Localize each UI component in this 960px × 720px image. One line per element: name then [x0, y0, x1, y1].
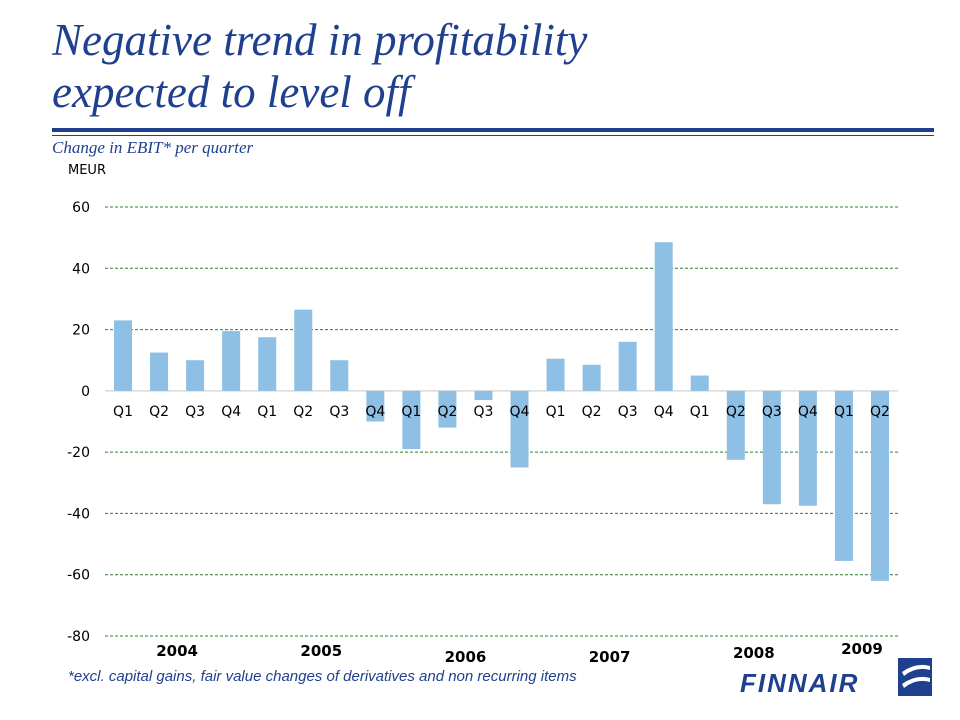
finnair-logo: FINNAIR	[740, 658, 932, 698]
y-tick-label: -80	[67, 629, 90, 645]
x-tick-label: Q1	[690, 404, 710, 420]
bar	[690, 375, 709, 391]
title-line-2: expected to level off	[52, 67, 411, 117]
x-tick-label: Q4	[221, 404, 241, 420]
bar	[726, 390, 745, 460]
footnote: *excl. capital gains, fair value changes…	[68, 668, 577, 685]
year-label: 2005	[300, 642, 342, 660]
title-line-1: Negative trend in profitability	[52, 15, 588, 65]
y-tick-label: 60	[72, 200, 90, 216]
chart-subtitle: Change in EBIT* per quarter	[52, 138, 254, 157]
bar	[438, 390, 457, 428]
bar	[762, 390, 781, 505]
x-tick-label: Q3	[185, 404, 205, 420]
logo-emblem-icon	[898, 658, 932, 696]
year-label: 2008	[733, 644, 775, 662]
logo-wordmark: FINNAIR	[740, 668, 859, 698]
bar	[402, 390, 421, 450]
x-tick-label: Q1	[401, 404, 421, 420]
bar	[834, 390, 853, 561]
bar	[330, 360, 349, 391]
x-tick-label: Q1	[546, 404, 566, 420]
bar	[582, 364, 601, 391]
y-tick-label: 0	[81, 384, 90, 400]
bar	[654, 242, 673, 391]
year-label: 2007	[589, 648, 631, 666]
year-label: 2009	[841, 640, 883, 658]
bar	[618, 341, 637, 391]
x-tick-label: Q2	[149, 404, 169, 420]
bar	[294, 309, 313, 391]
x-tick-label: Q4	[365, 404, 385, 420]
title-rule	[52, 128, 934, 132]
bar	[222, 331, 241, 391]
y-tick-label: 20	[72, 323, 90, 339]
x-tick-label: Q2	[582, 404, 602, 420]
y-tick-label: 40	[72, 261, 90, 277]
x-tick-label: Q2	[293, 404, 313, 420]
bar	[150, 352, 169, 391]
x-tick-label: Q3	[474, 404, 494, 420]
bar	[186, 360, 205, 391]
x-tick-label: Q4	[654, 404, 674, 420]
bar	[114, 320, 133, 391]
bar	[366, 390, 385, 422]
year-label: 2006	[445, 648, 487, 666]
x-tick-label: Q2	[437, 404, 457, 420]
bar	[510, 390, 529, 468]
y-tick-label: -20	[67, 445, 90, 461]
x-tick-label: Q3	[762, 404, 782, 420]
y-axis-unit-label: MEUR	[68, 163, 106, 178]
x-tick-label: Q1	[113, 404, 133, 420]
bar	[474, 390, 493, 401]
x-tick-label: Q3	[329, 404, 349, 420]
x-tick-label: Q2	[870, 404, 890, 420]
slide-title: Negative trend in profitability expected…	[52, 14, 932, 118]
x-tick-label: Q4	[798, 404, 818, 420]
bar	[798, 390, 817, 506]
x-tick-label: Q3	[618, 404, 638, 420]
y-tick-label: -60	[67, 568, 90, 584]
x-tick-label: Q4	[510, 404, 530, 420]
bar	[258, 337, 277, 391]
x-tick-label: Q1	[257, 404, 277, 420]
bar	[546, 358, 565, 391]
bar	[870, 390, 889, 581]
year-label: 2004	[156, 642, 198, 660]
x-tick-label: Q1	[834, 404, 854, 420]
title-rule-thin	[52, 135, 934, 136]
y-tick-label: -40	[67, 506, 90, 522]
x-tick-label: Q2	[726, 404, 746, 420]
